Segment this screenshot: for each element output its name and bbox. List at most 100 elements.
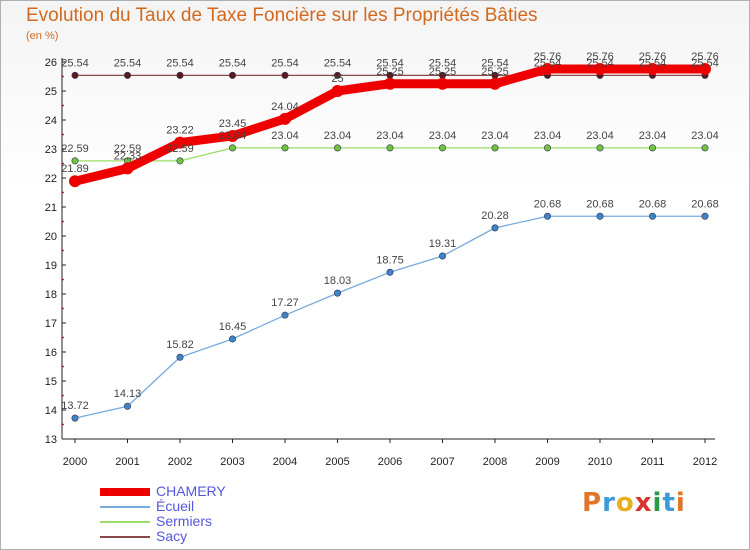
data-label: 23.04 bbox=[691, 130, 719, 142]
data-point bbox=[71, 157, 79, 165]
x-tick-label: 2001 bbox=[115, 456, 139, 468]
data-point bbox=[438, 144, 446, 152]
data-point bbox=[543, 144, 551, 152]
data-label: 22.59 bbox=[166, 143, 194, 155]
data-label: 25.76 bbox=[639, 51, 667, 63]
chart-title: Evolution du Taux de Taxe Foncière sur l… bbox=[26, 5, 538, 26]
data-label: 22.59 bbox=[61, 143, 89, 155]
y-minor-tick bbox=[62, 133, 64, 136]
data-point bbox=[226, 129, 239, 142]
y-minor-tick bbox=[62, 307, 64, 310]
data-label: 18.75 bbox=[376, 254, 404, 266]
data-label: 20.68 bbox=[586, 198, 614, 210]
x-tick-label: 2003 bbox=[220, 456, 244, 468]
data-label: 21.89 bbox=[61, 163, 89, 175]
data-point bbox=[229, 71, 237, 79]
y-minor-tick bbox=[62, 394, 64, 397]
y-tick-label: 18 bbox=[45, 289, 57, 301]
x-tick-label: 2005 bbox=[325, 456, 349, 468]
data-point bbox=[69, 175, 81, 188]
y-tick-label: 26 bbox=[45, 57, 57, 69]
data-point bbox=[596, 212, 604, 220]
y-tick-label: 24 bbox=[45, 115, 57, 127]
x-tick-label: 2011 bbox=[641, 456, 665, 468]
data-label: 23.45 bbox=[219, 118, 247, 130]
x-tick-label: 2004 bbox=[273, 456, 297, 468]
legend-label: Sermiers bbox=[156, 513, 213, 529]
data-point bbox=[594, 62, 606, 75]
legend-swatch bbox=[100, 506, 150, 508]
legend-label: Sacy bbox=[156, 528, 188, 544]
y-tick-label: 25 bbox=[45, 86, 57, 98]
data-point bbox=[279, 112, 291, 125]
y-minor-tick bbox=[62, 365, 64, 368]
data-labels-layer: 25.54 25.54 25.54 25.54 25.54 25.54 25.54 25.54… bbox=[61, 51, 719, 412]
y-minor-tick bbox=[62, 336, 64, 339]
data-point bbox=[121, 162, 134, 175]
data-point bbox=[596, 144, 604, 152]
data-label: 25.54 bbox=[61, 57, 89, 69]
logo-letter: t bbox=[662, 488, 676, 518]
data-label: 25.54 bbox=[219, 57, 247, 69]
x-tick-label: 2000 bbox=[63, 456, 87, 468]
data-label: 25.25 bbox=[376, 66, 404, 78]
data-label: 25.54 bbox=[114, 57, 142, 69]
data-label: 25.76 bbox=[534, 51, 562, 63]
data-point bbox=[229, 335, 237, 343]
series-line bbox=[74, 215, 706, 419]
data-point bbox=[229, 144, 237, 152]
data-point bbox=[489, 77, 501, 90]
series-layer bbox=[69, 62, 711, 422]
data-point bbox=[541, 62, 554, 75]
legend-label: Écueil bbox=[156, 498, 195, 514]
data-point bbox=[281, 144, 289, 152]
data-label: 25.54 bbox=[376, 57, 404, 69]
data-label: 22.59 bbox=[114, 143, 142, 155]
data-label: 25.76 bbox=[691, 51, 719, 63]
data-point bbox=[333, 289, 341, 297]
data-point bbox=[174, 136, 186, 149]
y-minor-tick bbox=[62, 75, 64, 78]
logo-letter: P bbox=[582, 488, 603, 518]
y-minor-tick bbox=[62, 162, 64, 165]
legend-swatch bbox=[100, 521, 150, 523]
logo-letter: o bbox=[615, 488, 635, 518]
data-label: 16.45 bbox=[219, 321, 247, 333]
y-tick-label: 16 bbox=[45, 347, 57, 359]
x-tick-label: 2007 bbox=[430, 456, 454, 468]
data-point bbox=[648, 144, 656, 152]
data-point bbox=[438, 252, 446, 260]
data-label: 25.54 bbox=[324, 57, 352, 69]
data-label: 23.04 bbox=[429, 130, 457, 142]
data-label: 22.33 bbox=[114, 150, 142, 162]
legend-swatch bbox=[100, 488, 150, 496]
data-point bbox=[436, 77, 449, 90]
y-minor-tick bbox=[62, 249, 64, 252]
data-point bbox=[701, 144, 709, 152]
x-tick-label: 2008 bbox=[483, 456, 507, 468]
data-point bbox=[71, 414, 79, 422]
logo-letter: r bbox=[602, 488, 616, 518]
data-point bbox=[124, 402, 132, 410]
data-point bbox=[176, 71, 184, 79]
data-point bbox=[646, 62, 659, 75]
y-tick-label: 22 bbox=[45, 173, 57, 185]
data-label: 23.04 bbox=[639, 130, 667, 142]
data-label: 13.72 bbox=[61, 400, 89, 412]
axes: 13 14 15 16 17 18 19 20 21 22 23 24 25 26 2000 2001 2002… bbox=[45, 57, 717, 468]
data-label: 20.68 bbox=[639, 198, 667, 210]
data-label: 20.28 bbox=[481, 210, 509, 222]
data-label: 23.04 bbox=[534, 130, 562, 142]
data-label: 20.68 bbox=[534, 198, 562, 210]
legend-label: CHAMERY bbox=[156, 483, 226, 499]
data-label: 25.54 bbox=[534, 57, 562, 69]
legend-swatch bbox=[100, 536, 150, 538]
data-label: 14.13 bbox=[114, 388, 142, 400]
y-tick-label: 13 bbox=[45, 434, 57, 446]
y-minor-tick bbox=[62, 104, 64, 107]
data-label: 23.04 bbox=[586, 130, 614, 142]
data-label: 23.04 bbox=[219, 130, 247, 142]
x-tick-label: 2009 bbox=[535, 456, 559, 468]
data-point bbox=[71, 71, 79, 79]
